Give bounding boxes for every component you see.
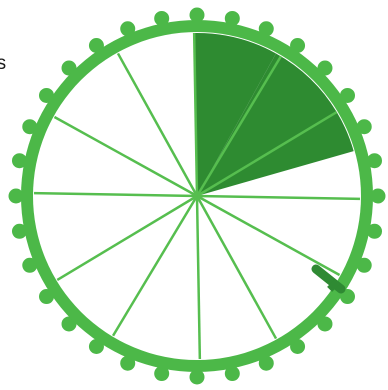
- filled-segments: [194, 32, 354, 196]
- rim-stud: [356, 119, 372, 135]
- rim-stud: [189, 369, 205, 385]
- segment-dividers: [33, 32, 361, 360]
- rim-stud: [11, 153, 27, 169]
- clipped-label: es: [0, 52, 19, 76]
- rim-stud: [258, 355, 274, 371]
- segment-divider: [33, 191, 198, 198]
- filled-segment: [194, 32, 277, 196]
- rim-stud: [22, 257, 38, 273]
- rim-stud: [367, 153, 383, 169]
- rim-stud: [224, 10, 240, 26]
- filled-segment: [197, 53, 337, 196]
- segment-divider: [196, 110, 338, 198]
- segment-divider: [111, 195, 199, 337]
- rim-stud: [189, 7, 205, 23]
- segment-divider: [53, 115, 198, 198]
- segment-divider: [116, 52, 199, 197]
- rim-stud: [120, 21, 136, 37]
- segment-divider: [56, 194, 198, 282]
- segment-divider: [195, 195, 202, 360]
- rim-stud: [8, 188, 24, 204]
- filled-segment: [197, 112, 354, 196]
- rim-stud: [224, 366, 240, 382]
- segment-divider: [195, 195, 278, 340]
- rim-stud: [356, 257, 372, 273]
- rim-stud: [367, 223, 383, 239]
- clipped-label-text: es: [0, 53, 7, 74]
- rim-stud: [154, 10, 170, 26]
- pushpin-icon[interactable]: [311, 264, 346, 294]
- pushpin-head: [327, 279, 340, 292]
- rim-stud: [154, 366, 170, 382]
- segment-divider: [196, 194, 341, 277]
- segment-divider: [195, 55, 283, 197]
- rim-stud: [258, 21, 274, 37]
- rim-stud: [120, 355, 136, 371]
- rim-stud: [11, 223, 27, 239]
- rim-stud: [370, 188, 386, 204]
- rim-stud: [22, 119, 38, 135]
- segment-divider: [192, 32, 199, 197]
- segment-divider: [196, 194, 361, 201]
